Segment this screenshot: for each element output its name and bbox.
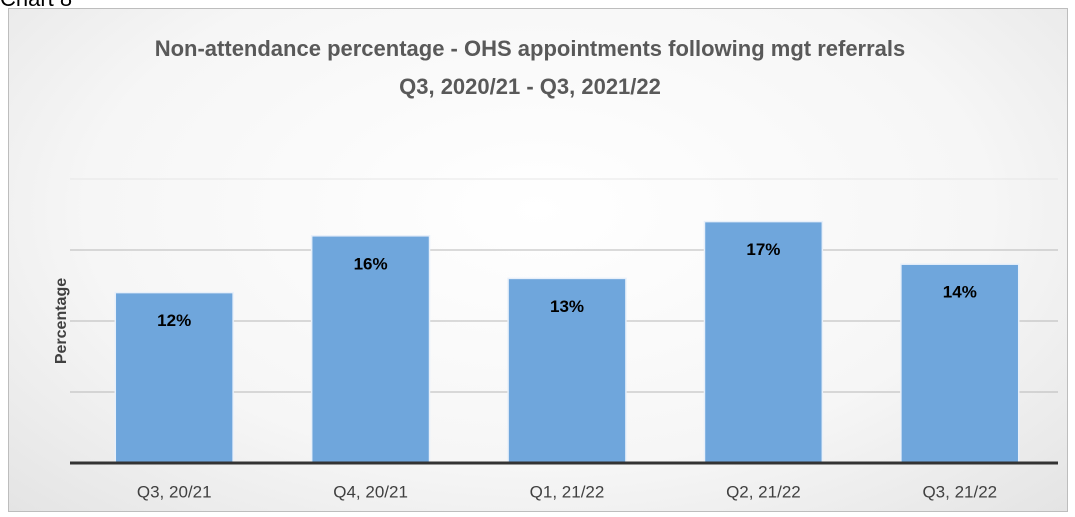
bar: [703, 220, 824, 464]
y-axis-label: Percentage: [53, 278, 70, 364]
data-label: 12%: [157, 311, 191, 330]
data-label: 16%: [354, 254, 388, 273]
bar: [507, 277, 627, 464]
x-tick-label: Q1, 21/22: [530, 482, 605, 501]
chart-subtitle: Q3, 2020/21 - Q3, 2021/22: [399, 74, 661, 99]
x-tick-label: Q4, 20/21: [333, 482, 408, 501]
heading: Chart 8: [0, 0, 72, 12]
bar: [900, 263, 1020, 464]
x-tick-label: Q2, 21/22: [726, 482, 801, 501]
data-label: 14%: [943, 283, 977, 302]
x-tick-label: Q3, 21/22: [922, 482, 997, 501]
title-block: Non-attendance percentage - OHS appointm…: [130, 30, 930, 106]
bar: [114, 291, 234, 464]
x-tick-label: Q3, 20/21: [137, 482, 212, 501]
data-label: 17%: [746, 240, 780, 259]
chart-title: Non-attendance percentage - OHS appointm…: [154, 36, 906, 61]
data-label: 13%: [550, 297, 584, 316]
bar: [310, 235, 431, 464]
